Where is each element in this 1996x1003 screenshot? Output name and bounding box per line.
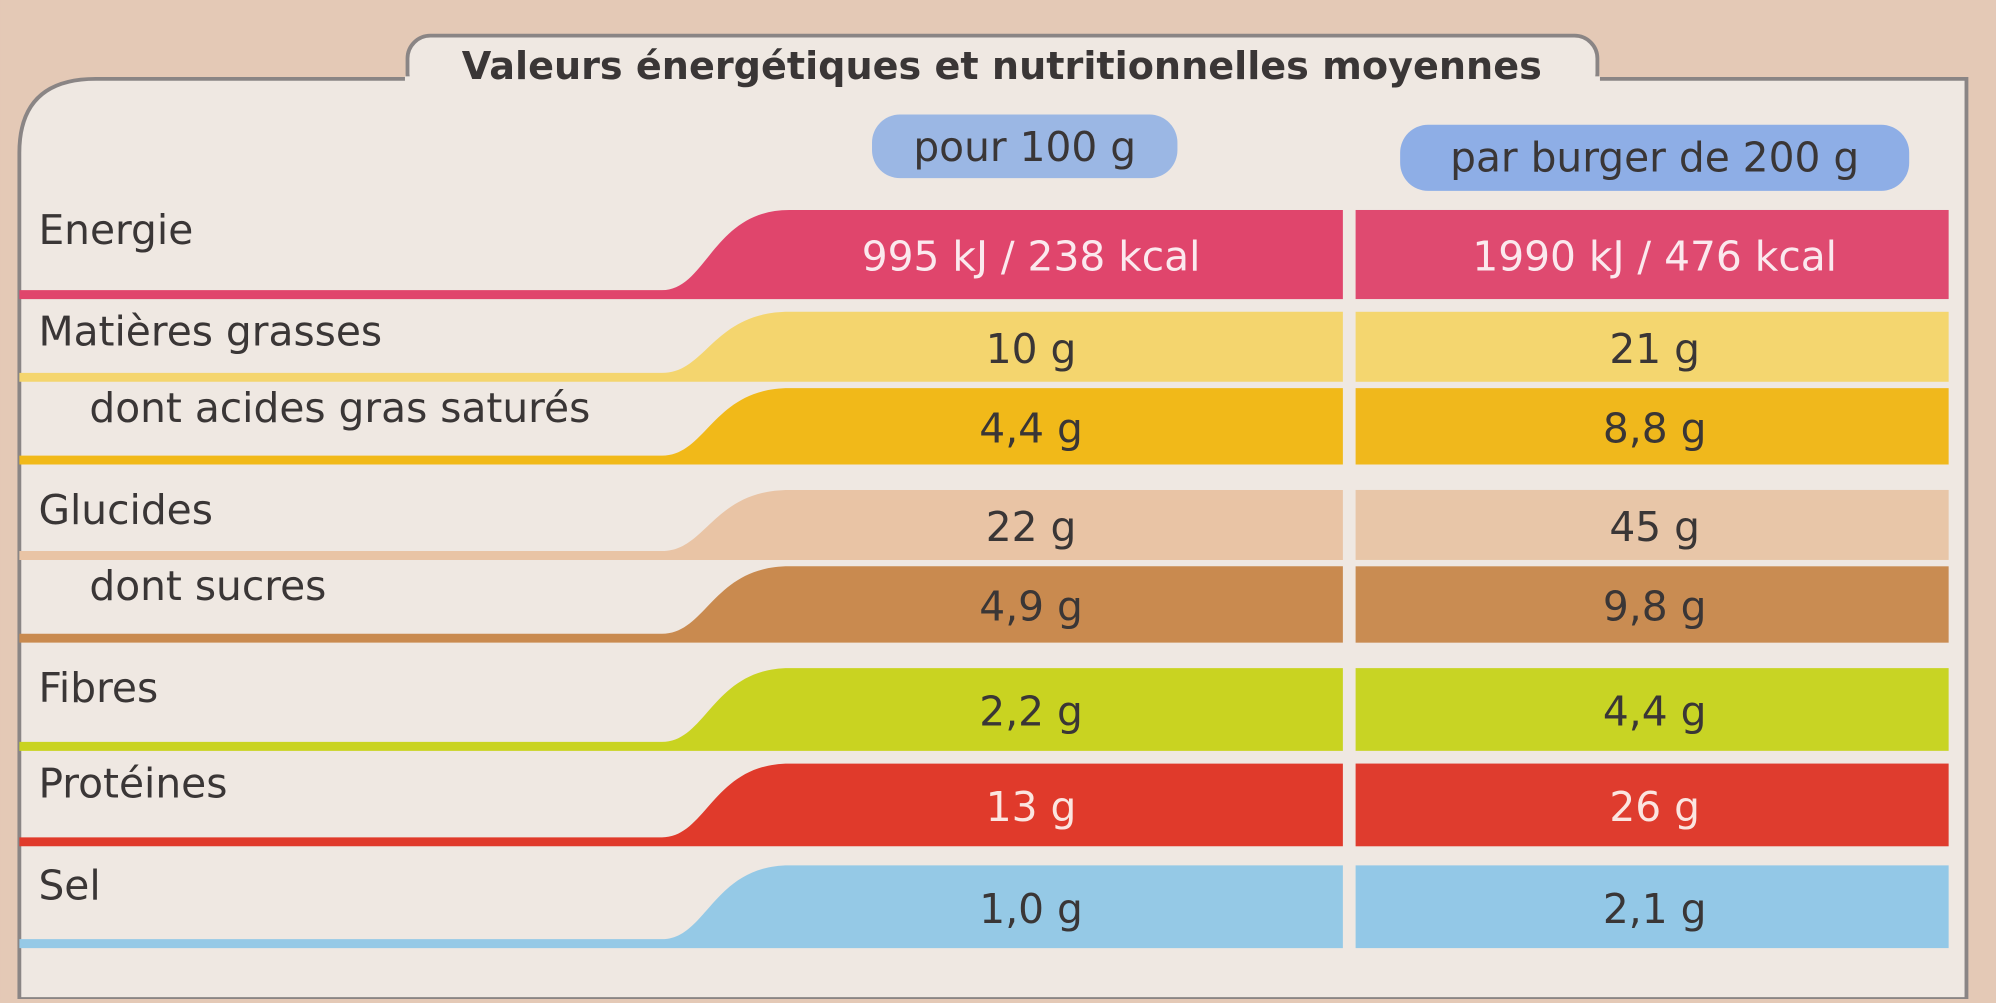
value-per-100g: 13 g bbox=[986, 783, 1077, 831]
row-label: dont acides gras saturés bbox=[89, 384, 590, 432]
row-band bbox=[19, 763, 1343, 847]
row-label: Energie bbox=[38, 206, 193, 254]
value-per-burger: 26 g bbox=[1609, 783, 1700, 831]
row-band bbox=[1355, 865, 1949, 949]
row-band bbox=[1355, 566, 1949, 643]
row-label: Fibres bbox=[38, 664, 158, 712]
row-band bbox=[1355, 311, 1949, 382]
value-per-burger: 1990 kJ / 476 kcal bbox=[1472, 233, 1837, 281]
row-label: Protéines bbox=[38, 759, 227, 807]
value-per-100g: 4,4 g bbox=[979, 404, 1083, 452]
row-band bbox=[19, 489, 1343, 560]
value-per-burger: 21 g bbox=[1609, 325, 1700, 373]
value-per-100g: 10 g bbox=[986, 325, 1077, 373]
row-band bbox=[19, 209, 1343, 300]
row-band bbox=[19, 865, 1343, 949]
row-band bbox=[19, 388, 1343, 465]
row-band bbox=[19, 668, 1343, 751]
row-band bbox=[19, 311, 1343, 382]
value-per-burger: 8,8 g bbox=[1603, 404, 1707, 452]
value-per-100g: 995 kJ / 238 kcal bbox=[862, 233, 1201, 281]
row-label: Sel bbox=[38, 861, 100, 909]
value-per-burger: 45 g bbox=[1609, 503, 1700, 551]
row-band bbox=[1355, 668, 1949, 751]
column-header-pill bbox=[872, 114, 1178, 179]
row-band bbox=[1355, 763, 1949, 847]
row-label: Glucides bbox=[38, 486, 212, 534]
value-per-burger: 9,8 g bbox=[1603, 583, 1707, 631]
value-per-burger: 2,1 g bbox=[1603, 885, 1707, 933]
row-band bbox=[1355, 388, 1949, 465]
row-band bbox=[1355, 489, 1949, 560]
value-per-100g: 2,2 g bbox=[979, 688, 1083, 736]
rows: Energie 995 kJ / 238 kcal 1990 kJ / 476 kc… bbox=[19, 206, 1949, 949]
value-per-burger: 4,4 g bbox=[1603, 688, 1707, 736]
row-band bbox=[1355, 209, 1949, 300]
title-tab-join bbox=[404, 76, 1600, 102]
value-per-100g: 22 g bbox=[986, 503, 1077, 551]
column-header: pour 100 g bbox=[913, 123, 1136, 171]
row-band bbox=[19, 566, 1343, 643]
column-header-pill bbox=[1400, 124, 1910, 191]
value-per-100g: 1,0 g bbox=[979, 885, 1083, 933]
row-label: Matières grasses bbox=[38, 308, 382, 356]
row-label: dont sucres bbox=[89, 562, 326, 610]
value-per-100g: 4,9 g bbox=[979, 583, 1083, 631]
title: Valeurs énergétiques et nutritionnelles … bbox=[462, 45, 1542, 89]
column-header: par burger de 200 g bbox=[1450, 133, 1859, 181]
